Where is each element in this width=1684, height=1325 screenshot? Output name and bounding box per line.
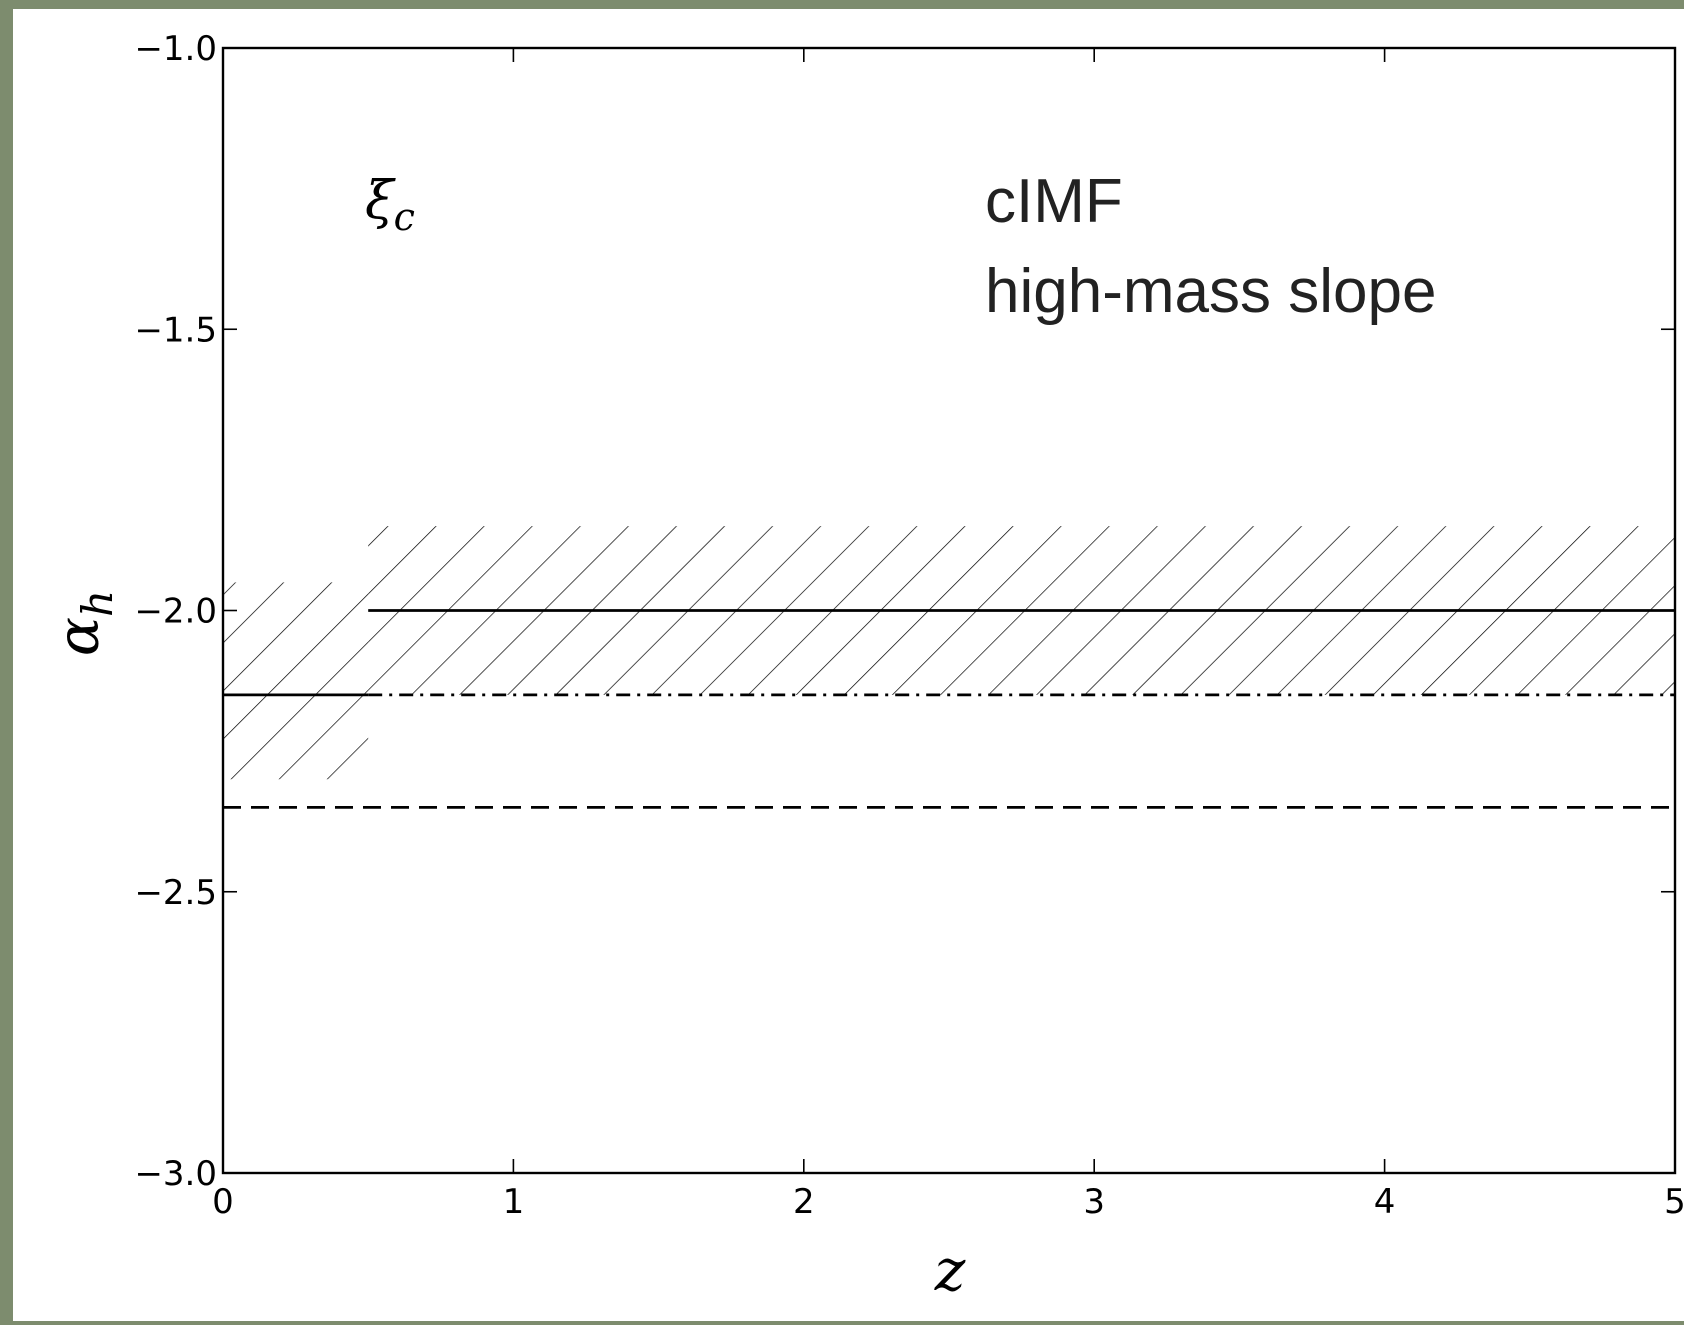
y-tick-label: −2.0 xyxy=(134,592,217,632)
y-tick-label: −3.0 xyxy=(134,1154,217,1194)
x-axis-label: z xyxy=(934,1236,966,1304)
x-tick-label: 4 xyxy=(1374,1182,1396,1222)
plot-area: −3.0 −2.5 −2.0 −1.5 −1.0 0 1 2 3 4 5 xyxy=(134,29,1684,1222)
x-tick-label: 0 xyxy=(212,1182,234,1222)
y-tick-label: −1.5 xyxy=(134,310,217,350)
x-tick-label: 5 xyxy=(1664,1182,1684,1222)
annotation-symbol: ξc xyxy=(365,171,415,239)
y-tick-label: −1.0 xyxy=(134,29,217,69)
y-axis-label: αh xyxy=(44,590,122,656)
hatched-band xyxy=(223,582,369,780)
x-tick-label: 1 xyxy=(503,1182,525,1222)
x-tick-label: 2 xyxy=(793,1182,815,1222)
annotation: high-mass slope xyxy=(985,257,1436,326)
y-tick-label: −2.5 xyxy=(134,873,217,913)
annotation: cIMF xyxy=(985,167,1123,236)
x-tick-label: 3 xyxy=(1083,1182,1105,1222)
